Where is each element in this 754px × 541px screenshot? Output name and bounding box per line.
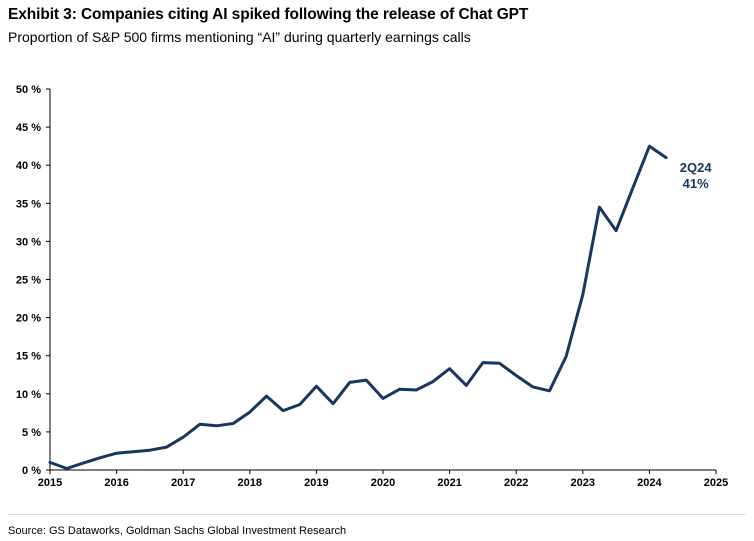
y-tick-label: 0 %: [22, 465, 41, 477]
y-tick-label: 10 %: [16, 389, 41, 401]
annotation-label-value: 41%: [683, 176, 709, 191]
y-tick-label: 30 %: [16, 236, 41, 248]
y-tick-label: 50 %: [16, 84, 41, 96]
x-tick-label: 2025: [704, 477, 728, 489]
line-chart: 0 % 5 % 10 % 15 % 20 % 25 % 30 % 35 % 40 % 45 % 50…: [16, 84, 728, 489]
x-tick-label: 2021: [437, 477, 461, 489]
series-line: [48, 144, 668, 470]
x-tick-label: 2018: [238, 477, 262, 489]
x-tick-label: 2016: [104, 477, 128, 489]
y-axis: 0 % 5 % 10 % 15 % 20 % 25 % 30 % 35 % 40 % 45 % 50…: [16, 84, 51, 477]
chart-title: Exhibit 3: Companies citing AI spiked fo…: [8, 6, 529, 23]
series-group: [48, 144, 668, 470]
chart-subtitle: Proportion of S&P 500 firms mentioning “…: [8, 29, 471, 45]
x-tick-label: 2015: [38, 477, 62, 489]
annotation-group: 2Q24 41%: [680, 160, 713, 191]
x-tick-label: 2020: [371, 477, 395, 489]
annotation-label-quarter: 2Q24: [680, 160, 713, 175]
footer-divider: [8, 514, 746, 515]
y-tick-label: 40 %: [16, 160, 41, 172]
x-tick-label: 2024: [637, 477, 662, 489]
x-axis: 2015 2016 2017 2018 2019 2020 2021 2022 2023 2024…: [38, 469, 728, 489]
x-tick-label: 2019: [304, 477, 328, 489]
x-tick-label: 2023: [571, 477, 595, 489]
y-tick-label: 15 %: [16, 351, 41, 363]
y-tick-label: 5 %: [22, 427, 41, 439]
y-tick-label: 20 %: [16, 313, 41, 325]
y-tick-label: 25 %: [16, 275, 41, 287]
source-note: Source: GS Dataworks, Goldman Sachs Glob…: [8, 525, 347, 537]
y-tick-label: 45 %: [16, 122, 41, 134]
x-tick-label: 2017: [171, 477, 195, 489]
y-tick-label: 35 %: [16, 198, 41, 210]
x-tick-label: 2022: [504, 477, 528, 489]
